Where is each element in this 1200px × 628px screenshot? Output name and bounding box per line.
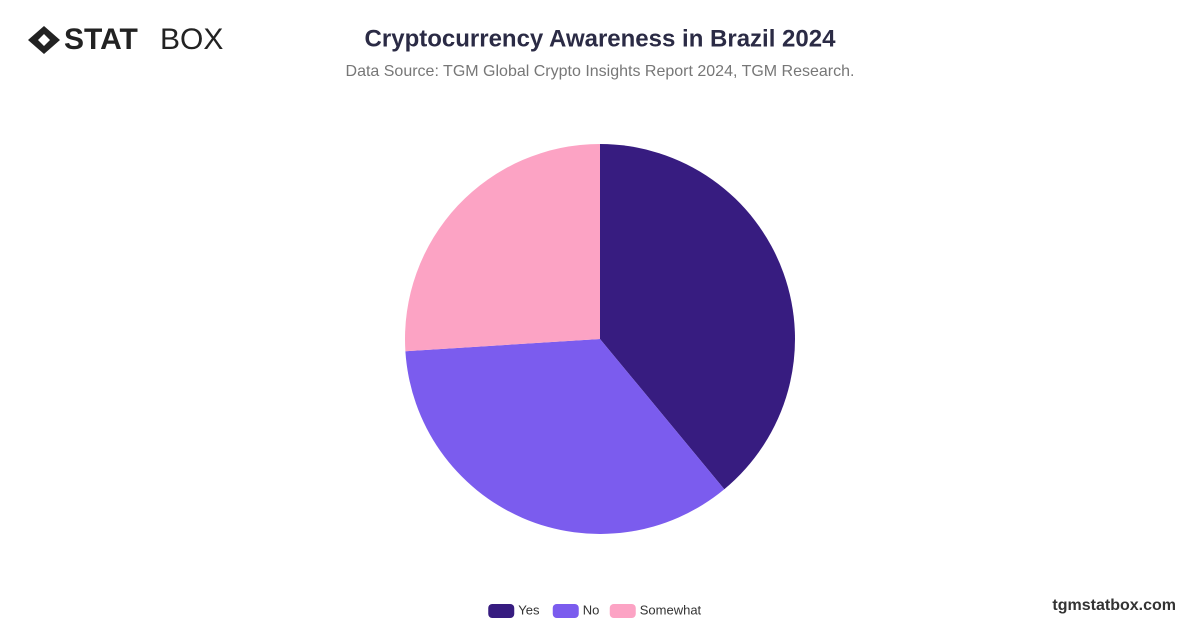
legend-swatch[interactable] bbox=[552, 604, 579, 618]
pie-slice bbox=[405, 144, 600, 352]
pie bbox=[405, 144, 796, 534]
legend-label[interactable]: Somewhat bbox=[640, 602, 702, 617]
site-link[interactable]: tgmstatbox.com bbox=[1052, 597, 1176, 614]
chart-subtitle: Data Source: TGM Global Crypto Insights … bbox=[346, 63, 855, 80]
pie-slice bbox=[405, 339, 725, 534]
logo: STAT BOX bbox=[28, 23, 223, 56]
logo-light: BOX bbox=[160, 23, 223, 56]
legend-label[interactable]: Yes bbox=[518, 602, 540, 617]
pie-slice bbox=[600, 144, 796, 490]
chart-title: Cryptocurrency Awareness in Brazil 2024 bbox=[365, 25, 837, 52]
legend-label[interactable]: No bbox=[583, 602, 600, 617]
legend-swatch[interactable] bbox=[488, 604, 515, 618]
legend-swatch[interactable] bbox=[609, 604, 636, 618]
legend: Yes No Somewhat bbox=[488, 602, 702, 618]
logo-bold: STAT bbox=[64, 23, 138, 56]
logo-icon bbox=[28, 26, 60, 54]
